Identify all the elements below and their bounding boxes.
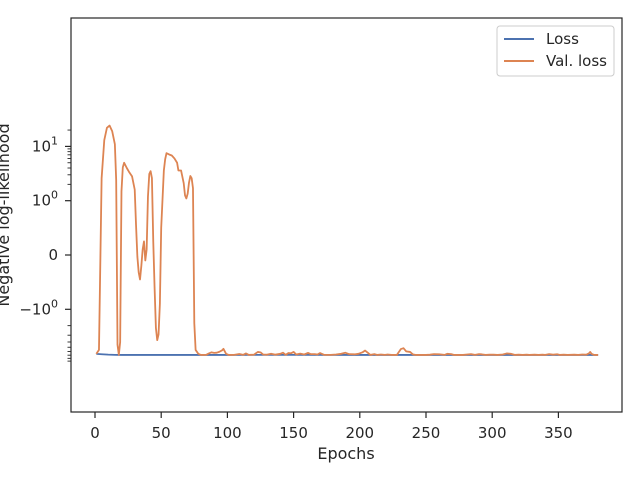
plot-frame [70,17,623,413]
x-tick-label: 0 [90,424,100,442]
x-tick-label: 200 [345,424,374,442]
x-tick-label: 150 [279,424,308,442]
y-tick-label: 100 [32,189,58,210]
y-tick-label: 101 [32,134,58,155]
series-layer [95,124,599,356]
y-tick-exponent: 0 [51,189,58,202]
x-tick-label: 300 [478,424,507,442]
y-tick-exponent: 0 [51,297,58,310]
legend: Loss Val. loss [496,25,615,77]
y-tick-label: −100 [19,297,58,318]
y-axis-label: Negative log-likelihood [0,123,13,306]
y-tick-exponent: 1 [51,134,58,147]
plot-area [70,17,623,413]
x-tick-label: 350 [544,424,573,442]
series-line-1 [95,124,599,356]
legend-label: Val. loss [546,52,607,70]
legend-label: Loss [546,30,579,48]
x-tick-label: 250 [412,424,441,442]
x-axis-label: Epochs [317,444,374,463]
y-tick-label: 0 [48,246,58,264]
x-tick-label: 100 [213,424,242,442]
x-tick-label: 50 [152,424,171,442]
